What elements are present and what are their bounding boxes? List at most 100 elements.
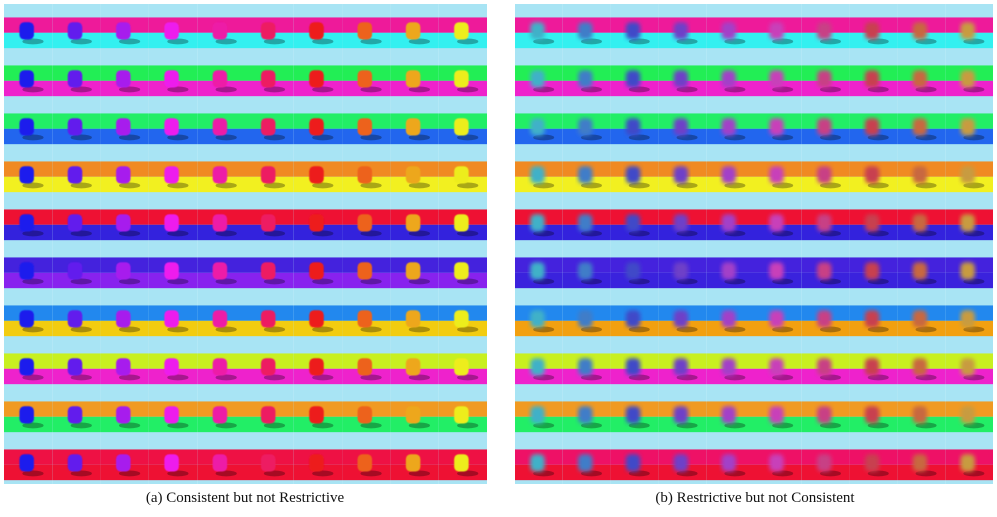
object — [913, 358, 927, 375]
image-tile — [246, 52, 294, 100]
object — [865, 214, 879, 231]
image-tile — [706, 52, 754, 100]
image-tile — [4, 436, 52, 484]
page: (a) Consistent but not Restrictive (b) R… — [0, 0, 997, 517]
image-tile — [706, 388, 754, 436]
object — [769, 22, 783, 39]
image-tile — [563, 436, 611, 484]
object — [261, 70, 275, 87]
image-tile — [945, 292, 993, 340]
object — [309, 454, 323, 471]
object — [578, 70, 592, 87]
image-tile — [515, 436, 563, 484]
image-tile — [52, 244, 100, 292]
image-tile — [52, 196, 100, 244]
image-tile — [945, 244, 993, 292]
image-tile — [611, 340, 659, 388]
object — [530, 262, 544, 279]
object — [213, 262, 227, 279]
image-tile — [897, 340, 945, 388]
image-tile — [294, 388, 342, 436]
object — [19, 118, 33, 135]
image-tile — [897, 100, 945, 148]
object — [213, 358, 227, 375]
object — [721, 406, 735, 423]
object — [261, 262, 275, 279]
image-tile — [850, 244, 898, 292]
image-tile — [850, 100, 898, 148]
object — [19, 166, 33, 183]
object — [769, 262, 783, 279]
object — [960, 406, 974, 423]
object — [817, 22, 831, 39]
image-tile — [294, 436, 342, 484]
object — [578, 454, 592, 471]
object — [769, 70, 783, 87]
object — [213, 118, 227, 135]
object — [358, 70, 372, 87]
image-tile — [197, 244, 245, 292]
object — [817, 70, 831, 87]
object — [68, 262, 82, 279]
object — [960, 214, 974, 231]
object — [769, 166, 783, 183]
object — [116, 166, 130, 183]
image-tile — [246, 4, 294, 52]
object — [578, 214, 592, 231]
image-tile — [342, 340, 390, 388]
image-tile — [706, 292, 754, 340]
image-tile — [658, 340, 706, 388]
image-tile — [197, 100, 245, 148]
image-tile — [4, 388, 52, 436]
image-tile — [4, 244, 52, 292]
object — [164, 454, 178, 471]
object — [261, 166, 275, 183]
image-tile — [802, 52, 850, 100]
object — [674, 22, 688, 39]
object — [116, 22, 130, 39]
image-tile — [4, 196, 52, 244]
object — [116, 454, 130, 471]
image-tile — [52, 148, 100, 196]
image-tile — [439, 196, 487, 244]
object — [530, 22, 544, 39]
object — [960, 310, 974, 327]
image-tile — [658, 52, 706, 100]
image-tile — [439, 100, 487, 148]
object — [578, 118, 592, 135]
image-tile — [197, 52, 245, 100]
object — [406, 118, 420, 135]
object — [865, 310, 879, 327]
object — [358, 118, 372, 135]
object — [626, 70, 640, 87]
image-tile — [52, 340, 100, 388]
object — [721, 454, 735, 471]
object — [674, 454, 688, 471]
image-tile — [945, 196, 993, 244]
image-tile — [754, 52, 802, 100]
image-tile — [850, 148, 898, 196]
image-tile — [658, 244, 706, 292]
object — [19, 22, 33, 39]
image-tile — [658, 196, 706, 244]
object — [960, 358, 974, 375]
object — [626, 310, 640, 327]
image-tile — [342, 148, 390, 196]
object — [865, 406, 879, 423]
image-tile — [945, 52, 993, 100]
image-tile — [439, 340, 487, 388]
object — [578, 406, 592, 423]
object — [454, 406, 468, 423]
object — [578, 22, 592, 39]
image-tile — [246, 436, 294, 484]
object — [817, 118, 831, 135]
image-tile — [342, 4, 390, 52]
image-tile — [515, 148, 563, 196]
image-tile — [850, 4, 898, 52]
image-tile — [149, 340, 197, 388]
image-tile — [390, 196, 438, 244]
object — [721, 118, 735, 135]
object — [116, 70, 130, 87]
object — [309, 262, 323, 279]
image-tile — [754, 148, 802, 196]
